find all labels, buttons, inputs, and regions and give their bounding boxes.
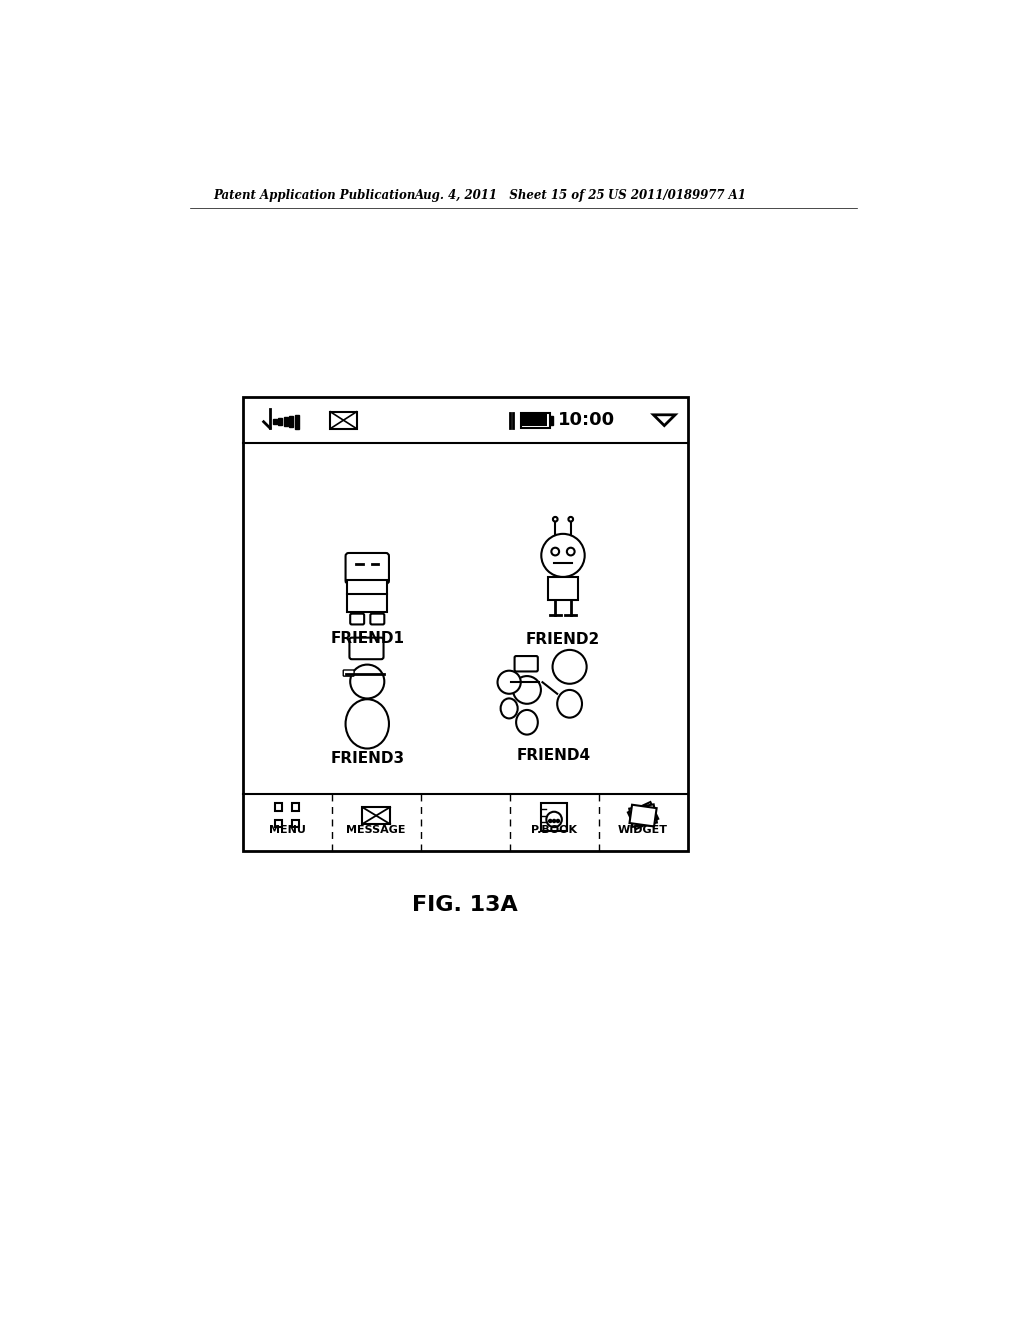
Ellipse shape bbox=[516, 710, 538, 735]
FancyBboxPatch shape bbox=[371, 614, 384, 624]
Bar bbox=[243, 397, 687, 851]
Bar bbox=[295, 414, 299, 429]
Circle shape bbox=[553, 820, 556, 822]
Circle shape bbox=[568, 517, 573, 521]
FancyBboxPatch shape bbox=[515, 656, 538, 672]
Text: FRIEND4: FRIEND4 bbox=[517, 747, 591, 763]
Polygon shape bbox=[653, 414, 675, 425]
Bar bbox=[274, 804, 282, 810]
Bar bbox=[292, 820, 299, 828]
Text: MESSAGE: MESSAGE bbox=[346, 825, 406, 836]
Bar bbox=[292, 804, 299, 810]
Text: FRIEND2: FRIEND2 bbox=[526, 632, 600, 647]
Circle shape bbox=[553, 649, 587, 684]
Circle shape bbox=[549, 820, 552, 822]
Bar bbox=[279, 418, 283, 425]
Text: Patent Application Publication: Patent Application Publication bbox=[213, 189, 416, 202]
Bar bbox=[522, 414, 547, 426]
Circle shape bbox=[498, 671, 521, 694]
FancyBboxPatch shape bbox=[350, 614, 365, 624]
Circle shape bbox=[547, 812, 562, 828]
Bar bbox=[548, 577, 578, 601]
Text: Aug. 4, 2011   Sheet 15 of 25: Aug. 4, 2011 Sheet 15 of 25 bbox=[415, 189, 605, 202]
Circle shape bbox=[350, 664, 384, 698]
Circle shape bbox=[542, 533, 585, 577]
Bar bbox=[289, 416, 293, 428]
Bar bbox=[521, 413, 550, 428]
Text: US 2011/0189977 A1: US 2011/0189977 A1 bbox=[608, 189, 746, 202]
Bar bbox=[362, 807, 390, 824]
FancyBboxPatch shape bbox=[349, 638, 384, 659]
Circle shape bbox=[551, 548, 559, 556]
Bar bbox=[274, 820, 282, 828]
Bar bbox=[347, 579, 387, 612]
Bar bbox=[284, 417, 288, 426]
Ellipse shape bbox=[557, 690, 582, 718]
Text: WIDGET: WIDGET bbox=[618, 825, 668, 836]
Text: FIG. 13A: FIG. 13A bbox=[413, 895, 518, 915]
FancyBboxPatch shape bbox=[343, 671, 354, 676]
Ellipse shape bbox=[345, 700, 389, 748]
Text: P.BOOK: P.BOOK bbox=[531, 825, 578, 836]
Bar bbox=[331, 412, 356, 429]
Polygon shape bbox=[630, 805, 656, 826]
Bar bbox=[550, 416, 554, 425]
Circle shape bbox=[556, 820, 559, 822]
Ellipse shape bbox=[501, 698, 518, 718]
Text: MENU: MENU bbox=[268, 825, 305, 836]
Polygon shape bbox=[629, 804, 656, 826]
Circle shape bbox=[513, 676, 541, 704]
Bar bbox=[541, 804, 567, 832]
Circle shape bbox=[567, 548, 574, 556]
Text: FRIEND1: FRIEND1 bbox=[331, 631, 404, 647]
Polygon shape bbox=[628, 803, 658, 829]
Text: FRIEND3: FRIEND3 bbox=[330, 751, 404, 766]
FancyBboxPatch shape bbox=[345, 553, 389, 583]
Circle shape bbox=[553, 517, 557, 521]
Text: 10:00: 10:00 bbox=[558, 412, 615, 429]
Bar bbox=[273, 420, 276, 424]
